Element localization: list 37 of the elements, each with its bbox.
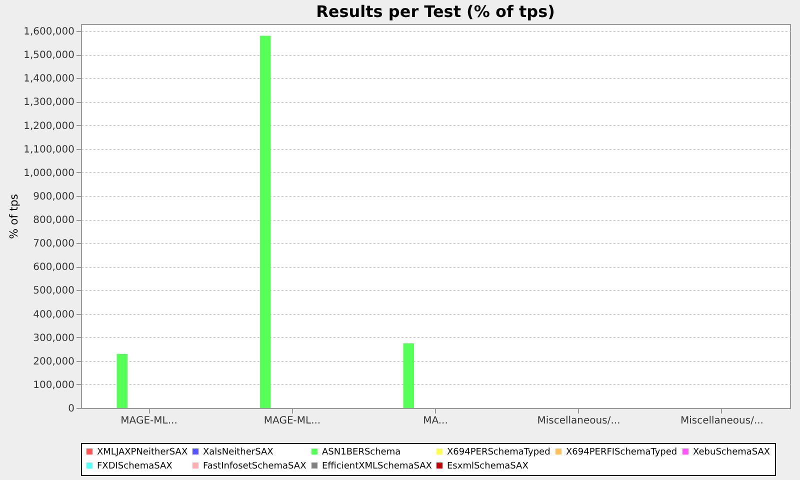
y-tick-label: 1,100,000 [24, 144, 74, 156]
y-tick-label: 1,300,000 [24, 97, 74, 108]
legend-label: FastInfosetSchemaSAX [203, 462, 306, 472]
legend-label: X694PERFISchemaTyped [566, 448, 678, 458]
y-axis-title: % of tps [8, 194, 21, 240]
y-tick-label: 700,000 [33, 238, 74, 250]
y-tick-label: 800,000 [33, 215, 74, 226]
legend-label: XalsNeitherSAX [203, 448, 274, 458]
bar [260, 36, 271, 408]
y-tick-label: 1,200,000 [24, 120, 74, 132]
x-tick-label: MAGE-ML... [120, 416, 178, 426]
y-tick-label: 400,000 [33, 309, 74, 320]
y-tick-label: 600,000 [33, 262, 74, 274]
y-tick-label: 1,400,000 [24, 74, 74, 85]
bar [403, 343, 414, 408]
x-tick-label: MAGE-ML... [264, 416, 321, 426]
y-tick-label: 300,000 [33, 332, 74, 344]
y-tick-label: 0 [68, 404, 74, 414]
chart-title: Results per Test (% of tps) [316, 2, 555, 21]
legend-label: ASN1BERSchema [322, 448, 401, 458]
y-tick-label: 200,000 [33, 356, 74, 368]
y-tick-label: 100,000 [33, 380, 74, 391]
y-tick-label: 1,600,000 [24, 26, 74, 38]
y-tick-label: 1,500,000 [24, 50, 74, 62]
x-tick-label: Miscellaneous/... [537, 416, 620, 426]
y-tick-label: 1,000,000 [24, 168, 74, 179]
legend-label: EfficientXMLSchemaSAX [322, 462, 432, 472]
x-tick-label: Miscellaneous/... [680, 416, 764, 426]
legend-label: X694PERSchemaTyped [447, 448, 550, 458]
y-tick-label: 900,000 [33, 191, 74, 202]
y-tick-label: 500,000 [33, 286, 74, 297]
legend-label: EsxmlSchemaSAX [447, 462, 528, 472]
legend-label: XMLJAXPNeitherSAX [97, 448, 188, 458]
bar [116, 354, 128, 408]
legend-label: XebuSchemaSAX [693, 448, 770, 458]
x-tick-label: MA... [423, 416, 448, 426]
legend-label: FXDISchemaSAX [97, 462, 172, 472]
